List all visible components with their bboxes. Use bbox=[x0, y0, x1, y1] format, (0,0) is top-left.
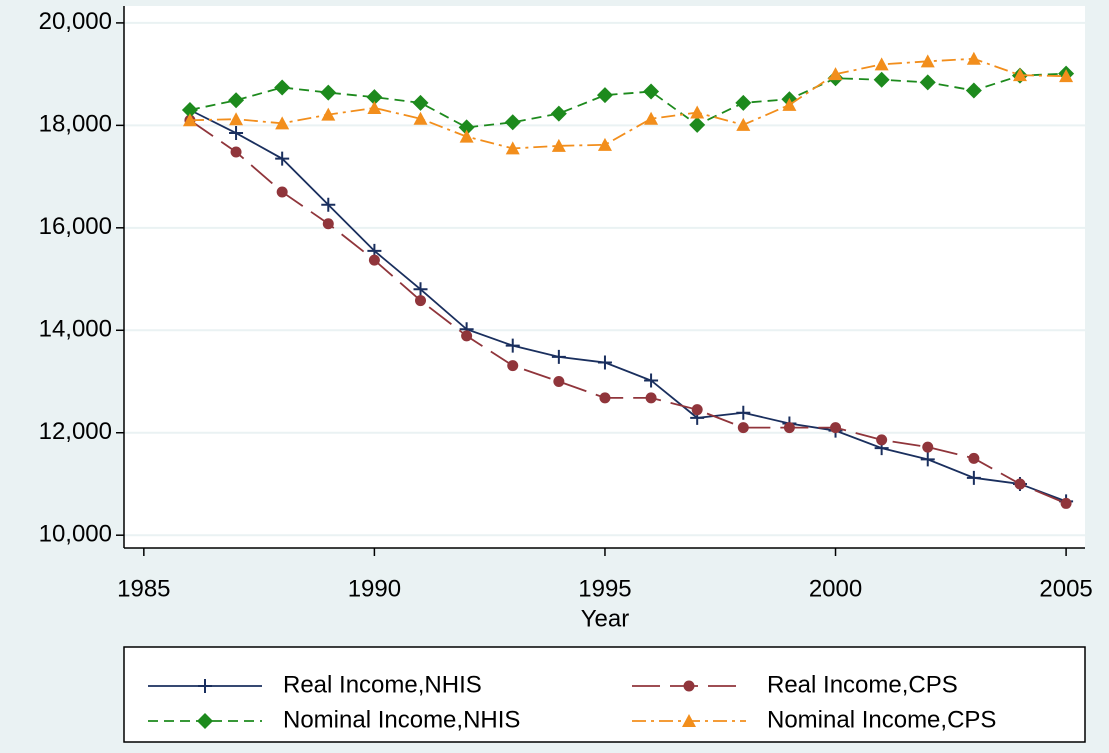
marker bbox=[507, 360, 519, 372]
marker bbox=[736, 117, 751, 131]
marker bbox=[415, 295, 427, 307]
marker bbox=[275, 116, 290, 130]
marker bbox=[737, 422, 749, 434]
marker bbox=[182, 113, 197, 127]
marker bbox=[274, 79, 291, 96]
marker bbox=[644, 111, 659, 125]
marker bbox=[412, 94, 429, 111]
marker bbox=[1059, 69, 1074, 83]
marker bbox=[181, 101, 198, 118]
y-tick-label: 14,000 bbox=[39, 316, 112, 343]
marker bbox=[965, 82, 982, 99]
series-line bbox=[189, 57, 1067, 150]
marker bbox=[735, 94, 752, 111]
marker bbox=[873, 71, 890, 88]
marker bbox=[413, 111, 428, 125]
marker bbox=[230, 146, 242, 158]
marker bbox=[505, 141, 520, 155]
x-tick-label: 2000 bbox=[809, 575, 862, 602]
series-line bbox=[189, 109, 1067, 503]
marker bbox=[920, 452, 935, 467]
marker bbox=[459, 129, 474, 143]
marker bbox=[1060, 497, 1072, 509]
marker bbox=[782, 97, 797, 111]
marker bbox=[551, 138, 566, 152]
marker bbox=[320, 84, 337, 101]
y-tick-label: 20,000 bbox=[39, 8, 112, 35]
marker bbox=[644, 373, 659, 388]
marker bbox=[458, 119, 475, 136]
legend-label: Nominal Income,CPS bbox=[767, 706, 996, 733]
marker bbox=[599, 392, 611, 404]
legend-marker bbox=[682, 714, 696, 727]
marker bbox=[690, 105, 705, 119]
legend-marker bbox=[683, 680, 695, 692]
y-tick-label: 16,000 bbox=[39, 213, 112, 240]
marker bbox=[276, 186, 288, 198]
marker bbox=[1012, 68, 1027, 82]
marker bbox=[553, 376, 565, 388]
x-tick-label: 1985 bbox=[117, 575, 170, 602]
legend-marker bbox=[198, 679, 212, 693]
marker bbox=[368, 254, 380, 266]
x-tick-label: 1995 bbox=[578, 575, 631, 602]
marker bbox=[321, 197, 336, 212]
marker bbox=[550, 105, 567, 122]
y-tick-label: 10,000 bbox=[39, 521, 112, 548]
marker bbox=[691, 404, 703, 416]
marker bbox=[413, 282, 428, 297]
marker bbox=[229, 112, 244, 126]
series-line bbox=[189, 72, 1067, 129]
marker bbox=[275, 151, 290, 166]
marker bbox=[645, 392, 657, 404]
marker bbox=[920, 54, 935, 68]
marker bbox=[366, 89, 383, 106]
marker bbox=[461, 330, 473, 342]
legend-label: Real Income,NHIS bbox=[283, 671, 482, 698]
y-tick-label: 12,000 bbox=[39, 418, 112, 445]
marker bbox=[551, 349, 566, 364]
legend-label: Nominal Income,NHIS bbox=[283, 706, 520, 733]
marker bbox=[874, 57, 889, 71]
marker bbox=[504, 114, 521, 131]
marker bbox=[922, 441, 934, 453]
marker bbox=[597, 355, 612, 370]
legend-box bbox=[123, 646, 1086, 743]
marker bbox=[367, 100, 382, 114]
marker bbox=[830, 422, 842, 434]
marker bbox=[876, 434, 888, 446]
y-tick-label: 18,000 bbox=[39, 111, 112, 138]
marker bbox=[966, 51, 981, 65]
x-tick-label: 1990 bbox=[348, 575, 401, 602]
marker bbox=[596, 87, 613, 104]
marker bbox=[597, 137, 612, 151]
marker bbox=[966, 470, 981, 485]
marker bbox=[322, 218, 334, 230]
x-axis-title: Year bbox=[581, 605, 630, 632]
marker bbox=[321, 107, 336, 121]
series-line bbox=[189, 119, 1067, 505]
marker bbox=[229, 126, 244, 141]
marker bbox=[505, 338, 520, 353]
marker bbox=[1014, 478, 1026, 490]
marker bbox=[689, 116, 706, 133]
marker bbox=[736, 405, 751, 420]
legend-label: Real Income,CPS bbox=[767, 671, 958, 698]
marker bbox=[919, 74, 936, 91]
legend-marker bbox=[197, 713, 213, 729]
marker bbox=[968, 452, 980, 464]
marker bbox=[783, 422, 795, 434]
marker bbox=[828, 67, 843, 81]
marker bbox=[228, 92, 245, 109]
x-tick-label: 2005 bbox=[1039, 575, 1092, 602]
plot-area bbox=[124, 6, 1085, 548]
marker bbox=[643, 83, 660, 100]
